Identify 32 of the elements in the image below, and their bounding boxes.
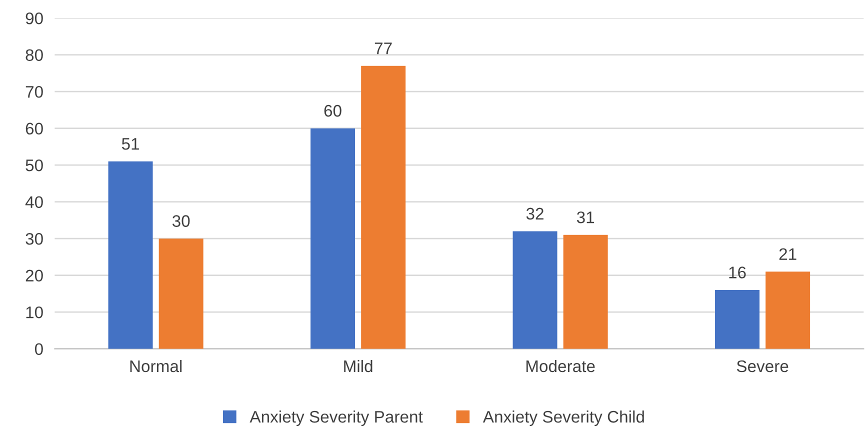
bar [158, 238, 204, 349]
y-tick-label: 10 [26, 306, 43, 318]
data-label: 21 [779, 248, 796, 260]
data-label: 60 [324, 104, 342, 117]
y-tick-label: 40 [25, 196, 43, 208]
y-tick-label: 80 [26, 49, 43, 62]
data-label: 31 [576, 211, 594, 224]
legend-label: Anxiety Severity Parent [250, 410, 423, 426]
data-label: 77 [374, 42, 392, 54]
x-tick-label: Normal [130, 360, 182, 372]
bar [715, 290, 760, 349]
y-tick-label: 50 [26, 159, 43, 172]
bar [310, 128, 356, 349]
bar [108, 161, 153, 349]
y-tick-label: 0 [34, 343, 43, 356]
y-tick-label: 20 [26, 270, 43, 282]
bar [512, 231, 558, 349]
data-label: 51 [122, 138, 139, 150]
data-label: 30 [172, 215, 190, 227]
data-label: 32 [526, 208, 544, 220]
y-tick-label: 30 [26, 232, 43, 245]
bar [766, 272, 810, 349]
x-tick-label: Moderate [526, 360, 595, 372]
x-tick-label: Mild [344, 360, 372, 372]
y-tick-label: 90 [26, 12, 43, 24]
legend-label: Anxiety Severity Child [482, 410, 644, 426]
bar [563, 234, 608, 349]
data-label: 16 [729, 266, 746, 278]
x-tick-label: Severe [736, 360, 788, 372]
bar [361, 66, 406, 349]
y-tick-label: 60 [26, 122, 43, 135]
y-tick-label: 70 [26, 86, 43, 98]
